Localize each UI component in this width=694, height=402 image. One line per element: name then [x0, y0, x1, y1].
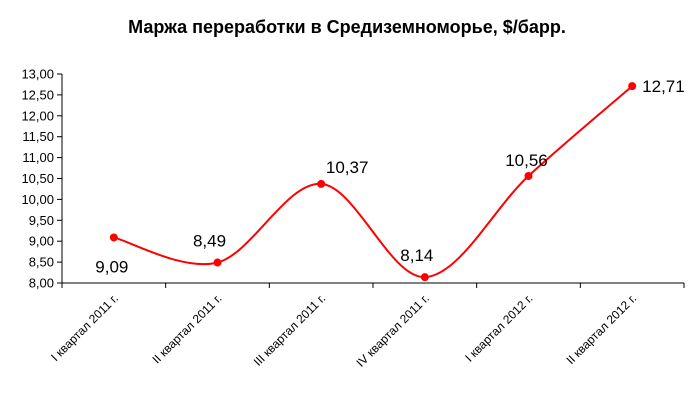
y-tick-label: 8,50 — [29, 255, 54, 270]
data-point — [628, 82, 637, 91]
x-tick-label: I квартал 2011 г. — [48, 291, 121, 364]
chart-title: Маржа переработки в Средиземноморье, $/б… — [128, 17, 566, 37]
data-point — [317, 179, 326, 188]
x-tick-label: I квартал 2012 г. — [462, 291, 535, 364]
data-label: 8,14 — [400, 246, 433, 265]
x-tick-label: IV квартал 2011 г. — [353, 291, 431, 369]
x-tick-labels: I квартал 2011 г. II квартал 2011 г. III к… — [48, 291, 639, 369]
y-tick-label: 11,50 — [22, 129, 54, 144]
y-tick-label: 10,00 — [21, 192, 54, 207]
y-tick-labels: 8,00 8,50 9,00 9,50 10,00 10,50 11,00 11,50 12,0… — [21, 67, 54, 291]
data-point — [213, 258, 222, 267]
x-tick-label: II квартал 2012 г. — [563, 291, 639, 367]
y-tick-label: 12,00 — [21, 108, 54, 123]
data-labels: 9,09 8,49 10,37 8,14 10,56 12,71 — [95, 77, 684, 276]
chart-axes — [57, 73, 685, 288]
data-label: 10,56 — [505, 151, 548, 170]
x-tick-label: III квартал 2011 г. — [251, 291, 329, 369]
y-tick-label: 8,00 — [29, 276, 54, 291]
data-point — [109, 233, 118, 242]
y-tick-label: 10,50 — [21, 171, 54, 186]
data-point — [524, 171, 533, 180]
y-tick-label: 9,50 — [29, 213, 54, 228]
data-label: 12,71 — [642, 77, 685, 96]
y-tick-label: 9,00 — [29, 234, 54, 249]
series-layer — [109, 82, 637, 282]
data-label: 8,49 — [193, 232, 226, 251]
data-label: 9,09 — [95, 257, 128, 276]
data-label: 10,37 — [326, 158, 369, 177]
y-tick-label: 12,50 — [21, 87, 54, 102]
data-point — [420, 273, 429, 282]
x-tick-label: II квартал 2011 г. — [149, 291, 224, 366]
y-tick-label: 11,00 — [22, 150, 54, 165]
y-tick-label: 13,00 — [21, 67, 54, 82]
series-line — [113, 85, 633, 279]
